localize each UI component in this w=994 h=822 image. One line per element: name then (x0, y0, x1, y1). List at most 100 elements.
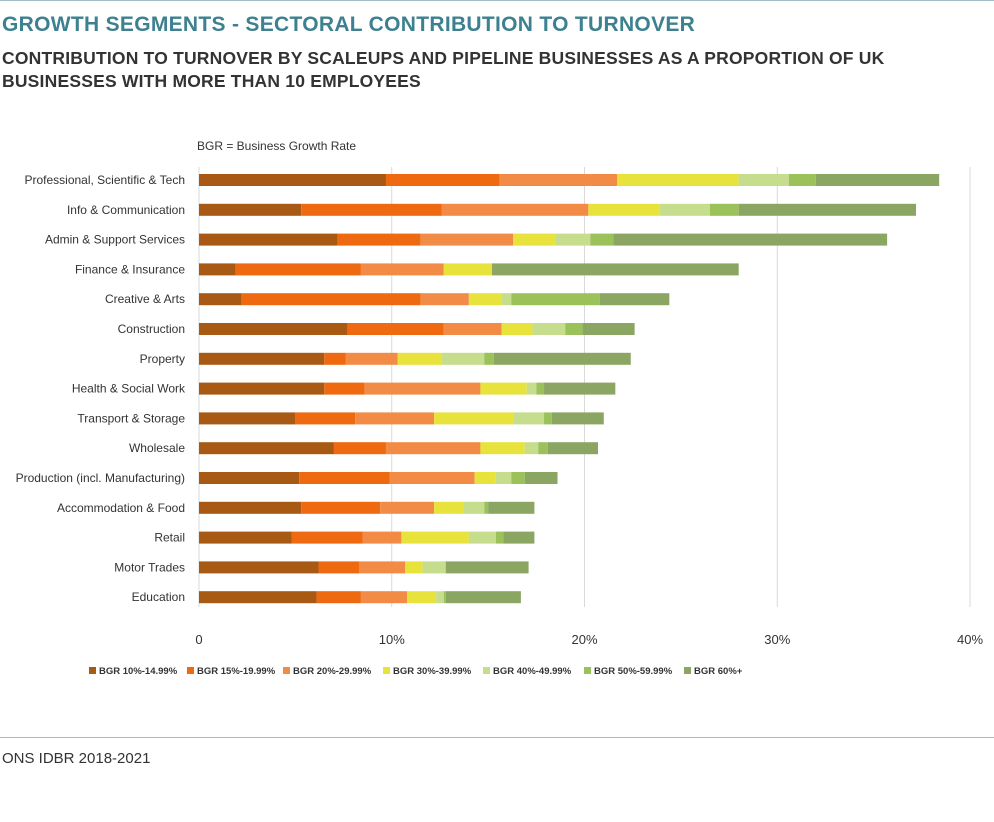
category-label: Creative & Arts (105, 292, 185, 306)
legend-swatch (684, 667, 691, 674)
bar-segment (385, 442, 481, 455)
bar-segment (318, 561, 359, 574)
bar-segment (488, 501, 535, 514)
bar-segment (495, 472, 512, 484)
bar-segment (582, 323, 635, 335)
legend: BGR 10%-14.99% BGR 15%-19.99% BGR 20%-29.9… (89, 666, 743, 677)
category-label: Finance & Insurance (75, 262, 185, 276)
bar-segment (436, 591, 444, 604)
bar-segment (299, 472, 390, 484)
category-labels: Professional, Scientific & Tech Info & Co… (16, 173, 186, 604)
bar-segment (199, 263, 236, 276)
bar-segment (301, 501, 381, 514)
bar-segment (291, 531, 363, 544)
legend-swatch (187, 667, 194, 674)
bar-segment (420, 233, 514, 246)
category-label: Info & Communication (67, 203, 185, 217)
bar-segment (301, 203, 442, 216)
bar-segment (199, 293, 242, 306)
bar-segment (788, 174, 816, 186)
legend-swatch (89, 667, 96, 674)
bar-segment (420, 293, 469, 306)
bar-segment (445, 591, 521, 604)
bar-segment (362, 531, 402, 544)
bar-segment (235, 263, 361, 276)
bar-segment (199, 203, 302, 216)
category-label: Wholesale (129, 441, 185, 455)
bar-segment (199, 174, 386, 186)
bar-segment (445, 561, 529, 574)
bar-segment (484, 352, 494, 365)
bar-segment (484, 501, 489, 514)
bar-segment (443, 591, 446, 604)
bar-segment (511, 472, 525, 484)
bar-segment (513, 233, 556, 246)
category-label: Accommodation & Food (57, 501, 185, 515)
category-label: Construction (118, 322, 185, 336)
x-axis-ticks: 0 10% 20% 30% 40% (195, 632, 983, 647)
bar-segment (501, 323, 533, 335)
bar-segment (474, 472, 496, 484)
bar-segment (536, 382, 545, 395)
bar-segment (524, 472, 558, 484)
source-note: ONS IDBR 2018-2021 (2, 750, 151, 767)
bar-segment (491, 263, 739, 276)
bar-segment (547, 442, 598, 455)
bar-segment (544, 412, 552, 425)
legend-label: BGR 30%-39.99% (393, 666, 472, 677)
chart-note: BGR = Business Growth Rate (197, 139, 356, 153)
bar-segment (526, 382, 537, 395)
category-label: Production (incl. Manufacturing) (16, 471, 185, 485)
category-label: Motor Trades (114, 560, 185, 574)
legend-swatch (483, 667, 490, 674)
bar-segment (480, 382, 527, 395)
bar-segment (407, 591, 437, 604)
bar-segment (401, 531, 469, 544)
bar-segment (532, 323, 566, 335)
bar-segment (199, 442, 334, 455)
category-label: Property (140, 352, 185, 366)
legend-label: BGR 50%-59.99% (594, 666, 673, 677)
bar-segment (333, 442, 386, 455)
bottom-divider (0, 737, 994, 738)
bar-segment (405, 561, 423, 574)
legend-swatch (383, 667, 390, 674)
bar-segment (443, 263, 492, 276)
bar-segment (599, 293, 670, 306)
bar-segment (199, 531, 292, 544)
bar-segment (738, 203, 917, 216)
bar-segment (513, 412, 545, 425)
bar-segment (199, 323, 348, 335)
bar-segment (555, 233, 591, 246)
bar-segment (565, 323, 583, 335)
x-tick-label: 40% (957, 632, 983, 647)
bar-segment (199, 233, 338, 246)
category-label: Health & Social Work (72, 382, 186, 396)
category-label: Education (132, 590, 185, 604)
bar-segment (480, 442, 525, 455)
legend-label: BGR 40%-49.99% (493, 666, 572, 677)
bar-segment (385, 174, 500, 186)
bar-segment (360, 591, 408, 604)
page-title: GROWTH SEGMENTS - SECTORAL CONTRIBUTION … (2, 13, 696, 36)
bar-segment (590, 233, 614, 246)
legend-label: BGR 10%-14.99% (99, 666, 178, 677)
bar-segment (380, 501, 435, 514)
bar-segment (613, 233, 888, 246)
bar-segment (364, 382, 481, 395)
bar-segment (324, 352, 346, 365)
bar-segment (397, 352, 442, 365)
bar-segment (241, 293, 421, 306)
bar-segment (544, 382, 616, 395)
bar-segment (524, 442, 539, 455)
bar-segment (495, 531, 504, 544)
bar-segment (295, 412, 356, 425)
bar-segment (443, 323, 502, 335)
category-label: Admin & Support Services (45, 233, 185, 247)
bar-segment (659, 203, 710, 216)
bar-segment (441, 352, 485, 365)
bar-segment (551, 412, 604, 425)
bar-segment (316, 591, 361, 604)
category-label: Retail (154, 531, 185, 545)
x-tick-label: 30% (764, 632, 790, 647)
